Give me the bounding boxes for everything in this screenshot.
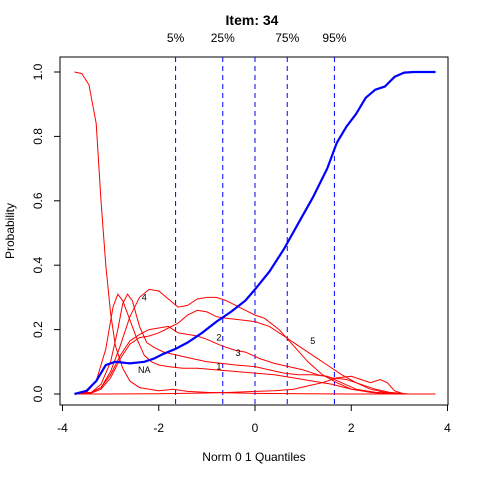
category-label: NA [138,365,151,375]
quantile-labels: 5% 25% 75% 95% [167,31,347,45]
category-curve [74,293,436,395]
y-tick-label: 0.2 [31,321,45,338]
category-label: 3 [236,348,241,358]
y-axis: 0.0 0.2 0.4 0.6 0.8 1.0 [31,63,61,402]
x-tick-label: 2 [348,421,355,435]
y-tick-label: 1.0 [31,63,45,80]
quantile-label: 5% [167,31,185,45]
x-axis: -4 -2 0 2 4 [57,404,451,435]
quantile-lines [175,57,335,405]
x-tick-label: 4 [444,421,451,435]
x-tick-label: 0 [252,421,259,435]
category-curve [74,375,436,395]
y-tick-label: 0.6 [31,192,45,209]
category-label: 4 [142,292,147,302]
category-curve [74,325,436,395]
category-curve [74,71,436,395]
quantile-label: 75% [275,31,299,45]
y-tick-label: 0.8 [31,128,45,145]
quantile-label: 25% [211,31,235,45]
category-curve [74,309,436,395]
y-tick-label: 0.4 [31,257,45,274]
category-label: 1 [216,362,221,372]
expected-score-line [74,70,436,396]
x-tick-label: -2 [153,421,164,435]
category-curves [74,71,436,395]
y-axis-label: Probability [3,203,17,259]
x-tick-label: -4 [57,421,68,435]
category-label: 2 [216,333,221,343]
quantile-label: 95% [322,31,346,45]
category-labels: NA 1 2 3 4 5 [138,292,315,374]
x-axis-label: Norm 0 1 Quantiles [202,450,305,464]
category-label: 5 [310,336,315,346]
category-curve [74,293,436,395]
category-curve [74,288,436,395]
expected-score-curve [74,70,436,396]
y-tick-label: 0.0 [31,385,45,402]
chart-title: Item: 34 [226,12,279,28]
